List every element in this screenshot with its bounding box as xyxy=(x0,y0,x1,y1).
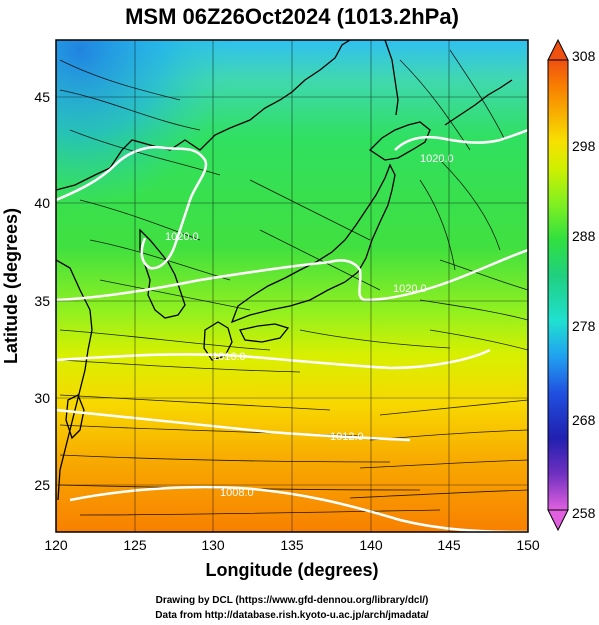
colorbar-top-arrow xyxy=(547,38,569,61)
coastline-kurils xyxy=(444,79,513,126)
contour-label: 1020.0 xyxy=(420,153,454,165)
x-axis-title: Longitude (degrees) xyxy=(205,560,378,580)
isobar-contours xyxy=(56,128,528,532)
plot-area: 1020.0 1020.0 1020.0 1016.0 1012.0 1008.… xyxy=(56,40,528,532)
coastline-kyushu xyxy=(203,321,233,361)
colorbar-bottom-arrow xyxy=(547,509,569,532)
y-tick-label: 25 xyxy=(34,477,50,493)
y-axis-title: Latitude (degrees) xyxy=(1,208,21,364)
plot-frame xyxy=(55,39,529,533)
coastline-hokkaido xyxy=(368,121,431,161)
y-tick-label: 30 xyxy=(34,390,50,406)
coastline-mainland-asia xyxy=(56,40,351,191)
contour-label: 1020.0 xyxy=(393,283,427,295)
coastline-shikoku xyxy=(239,323,290,343)
x-tick-label: 120 xyxy=(44,537,68,553)
x-tick-label: 130 xyxy=(201,537,225,553)
colorbar-label: 258 xyxy=(572,505,596,521)
contour-labels: 1020.0 1020.0 1020.0 1016.0 1012.0 1008.… xyxy=(165,153,454,499)
contour-label: 1008.0 xyxy=(220,487,254,499)
colorbar-label: 288 xyxy=(572,228,596,244)
x-tick-label: 150 xyxy=(516,537,540,553)
x-tick-label: 140 xyxy=(359,537,383,553)
colorbar-label: 268 xyxy=(572,412,596,428)
contour-label: 1012.0 xyxy=(330,431,364,443)
colorbar-label: 298 xyxy=(572,138,596,154)
colorbar-scale xyxy=(547,59,569,511)
wind-streamlines xyxy=(59,49,528,516)
coastline-korea xyxy=(139,228,186,319)
x-tick-label: 145 xyxy=(437,537,461,553)
map-title: MSM 06Z26Oct2024 (1013.2hPa) xyxy=(125,4,459,29)
y-tick-label: 45 xyxy=(34,89,50,105)
contour-label: 1020.0 xyxy=(165,231,199,243)
colorbar: 308 298 288 278 268 258 xyxy=(547,38,596,532)
y-tick-label: 40 xyxy=(34,195,50,211)
credit-line-1: Drawing by DCL (https://www.gfd-dennou.o… xyxy=(156,595,429,606)
coastline-honshu xyxy=(230,163,396,324)
gridlines xyxy=(56,40,528,532)
colorbar-label: 278 xyxy=(572,318,596,334)
coastlines xyxy=(56,40,513,501)
coastline-sakhalin xyxy=(384,40,399,116)
coastline-taiwan xyxy=(65,394,85,440)
y-tick-label: 35 xyxy=(34,293,50,309)
y-axis: 25 30 35 40 45 Latitude (degrees) xyxy=(1,89,50,493)
credit-line-2: Data from http://database.rish.kyoto-u.a… xyxy=(155,610,429,621)
x-axis: 120 125 130 135 140 145 150 Longitude (d… xyxy=(44,537,540,580)
colorbar-label: 308 xyxy=(572,48,596,64)
contour-label: 1016.0 xyxy=(212,351,246,363)
x-tick-label: 135 xyxy=(280,537,304,553)
x-tick-label: 125 xyxy=(123,537,147,553)
coastline-china-east xyxy=(56,259,93,501)
